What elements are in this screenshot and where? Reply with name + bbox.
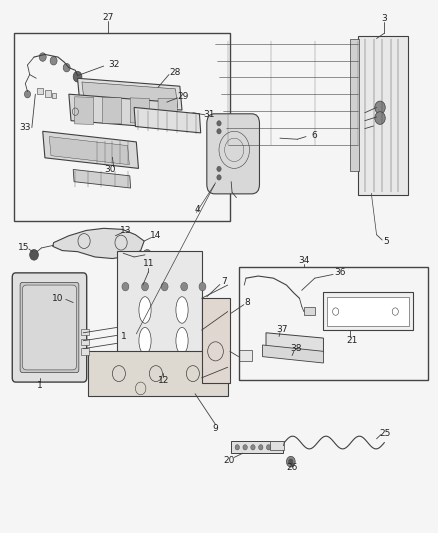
Bar <box>45 91 50 97</box>
Circle shape <box>39 53 46 61</box>
Polygon shape <box>78 78 182 110</box>
Polygon shape <box>134 108 201 133</box>
Bar <box>239 350 252 361</box>
Text: 29: 29 <box>178 92 189 101</box>
Text: 7: 7 <box>221 277 227 286</box>
Bar <box>358 36 408 195</box>
Bar <box>201 298 230 383</box>
Circle shape <box>258 445 263 450</box>
Circle shape <box>217 120 221 126</box>
Polygon shape <box>266 333 323 352</box>
Text: 6: 6 <box>311 131 317 140</box>
Text: 30: 30 <box>104 165 116 174</box>
Polygon shape <box>350 38 359 171</box>
Text: 8: 8 <box>244 298 250 307</box>
Circle shape <box>243 445 247 450</box>
Text: 34: 34 <box>298 256 310 265</box>
Circle shape <box>286 456 295 467</box>
Circle shape <box>235 445 240 450</box>
FancyBboxPatch shape <box>20 282 79 373</box>
Circle shape <box>181 282 187 291</box>
Polygon shape <box>43 131 138 168</box>
Text: 14: 14 <box>150 231 162 240</box>
Ellipse shape <box>139 327 151 354</box>
Circle shape <box>161 282 168 291</box>
Text: 33: 33 <box>20 123 31 132</box>
Bar <box>231 441 283 453</box>
Bar <box>304 308 315 316</box>
Bar <box>52 93 56 99</box>
Text: 13: 13 <box>120 226 131 235</box>
Text: 38: 38 <box>291 344 302 353</box>
Ellipse shape <box>139 297 151 323</box>
Text: 21: 21 <box>346 336 357 345</box>
Bar <box>117 251 201 370</box>
Bar <box>81 338 89 345</box>
Circle shape <box>25 91 31 98</box>
Text: 26: 26 <box>286 464 298 472</box>
Text: 25: 25 <box>380 429 391 438</box>
Circle shape <box>122 282 129 291</box>
Text: 10: 10 <box>52 294 64 303</box>
Circle shape <box>375 112 385 124</box>
Circle shape <box>141 282 148 291</box>
Text: 9: 9 <box>212 424 219 433</box>
Text: 28: 28 <box>170 68 181 77</box>
Bar <box>327 297 409 326</box>
FancyBboxPatch shape <box>12 273 87 382</box>
Polygon shape <box>73 169 131 188</box>
Text: 36: 36 <box>334 268 346 277</box>
Circle shape <box>266 445 271 450</box>
Text: 31: 31 <box>204 110 215 119</box>
Text: 1: 1 <box>121 332 127 341</box>
Text: 15: 15 <box>18 244 30 253</box>
Ellipse shape <box>176 327 188 354</box>
FancyBboxPatch shape <box>22 285 77 370</box>
Bar <box>81 348 89 354</box>
Circle shape <box>30 249 39 260</box>
Circle shape <box>217 166 221 172</box>
Circle shape <box>289 459 293 464</box>
Bar <box>239 266 428 381</box>
Circle shape <box>50 56 57 65</box>
Circle shape <box>274 445 279 450</box>
Circle shape <box>375 101 385 114</box>
Text: 37: 37 <box>276 325 288 334</box>
Text: 12: 12 <box>158 376 169 385</box>
Circle shape <box>63 63 70 72</box>
Circle shape <box>73 71 82 82</box>
Polygon shape <box>158 99 177 123</box>
Bar <box>14 33 230 221</box>
Polygon shape <box>69 94 173 128</box>
Polygon shape <box>102 98 121 124</box>
Polygon shape <box>53 228 144 259</box>
Text: 32: 32 <box>108 60 120 69</box>
Text: 27: 27 <box>102 13 114 22</box>
Bar <box>81 329 89 335</box>
Circle shape <box>217 175 221 180</box>
Polygon shape <box>130 98 149 123</box>
Polygon shape <box>74 97 94 124</box>
Bar <box>37 88 43 94</box>
Ellipse shape <box>176 297 188 323</box>
Polygon shape <box>262 345 323 363</box>
Polygon shape <box>82 82 178 108</box>
Text: 3: 3 <box>381 14 387 23</box>
Polygon shape <box>49 136 129 165</box>
FancyBboxPatch shape <box>207 114 259 194</box>
Bar <box>88 351 228 397</box>
Text: 1: 1 <box>37 381 42 390</box>
Text: 4: 4 <box>194 205 200 214</box>
Text: 5: 5 <box>384 237 389 246</box>
Text: 11: 11 <box>143 260 154 268</box>
Circle shape <box>199 282 206 291</box>
Bar <box>323 292 413 330</box>
Circle shape <box>217 128 221 134</box>
Text: 20: 20 <box>223 456 234 465</box>
Circle shape <box>143 249 152 260</box>
Bar <box>270 441 284 450</box>
Circle shape <box>251 445 255 450</box>
